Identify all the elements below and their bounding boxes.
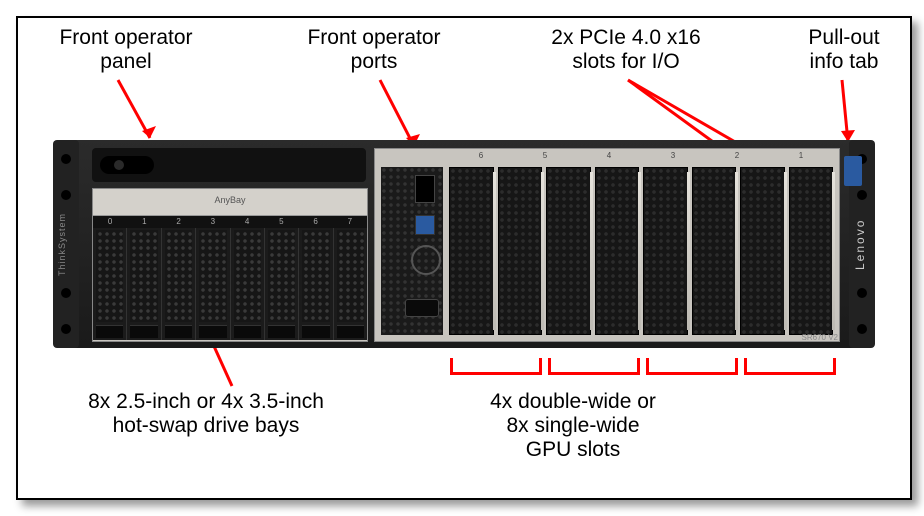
diagram-frame: Front operator panel Front operator port… — [16, 16, 912, 500]
pcie-slot[interactable] — [692, 167, 737, 335]
slot-number-strip: 6 5 4 3 2 1 — [449, 149, 833, 163]
drive-bay[interactable] — [230, 228, 264, 340]
vga-port-icon[interactable] — [405, 299, 439, 317]
label-pcie-slots: 2x PCIe 4.0 x16 slots for I/O — [516, 26, 736, 74]
pcie-slot[interactable] — [498, 167, 543, 335]
drive-cage: AnyBay 0 1 2 3 4 5 6 7 — [92, 188, 368, 342]
drive-bay[interactable] — [161, 228, 195, 340]
pcie-slot[interactable] — [789, 167, 834, 335]
label-gpu-slots: 4x double-wide or 8x single-wide GPU slo… — [448, 390, 698, 462]
drive-cage-header: AnyBay — [93, 189, 367, 216]
label-info-tab: Pull-out info tab — [786, 26, 902, 74]
label-operator-panel: Front operator panel — [26, 26, 226, 74]
drive-bay[interactable] — [264, 228, 298, 340]
model-text: SR670 V2 — [802, 333, 838, 342]
pcie-slot[interactable] — [449, 167, 494, 335]
usb-port-icon[interactable] — [415, 175, 435, 203]
product-line-text: ThinkSystem — [57, 180, 75, 308]
server-chassis: ThinkSystem Lenovo AnyBay 0 1 2 3 4 5 6 … — [54, 140, 874, 348]
pcie-slot[interactable] — [546, 167, 591, 335]
cage-label: AnyBay — [214, 195, 245, 205]
bay-number-strip: 0 1 2 3 4 5 6 7 — [93, 216, 367, 228]
drive-bay[interactable] — [126, 228, 160, 340]
bracket-gpu-2 — [548, 358, 640, 375]
pcie-slot[interactable] — [643, 167, 688, 335]
bracket-gpu-3 — [646, 358, 738, 375]
drive-bay[interactable] — [93, 228, 126, 340]
drive-bays — [93, 228, 367, 340]
drive-bay[interactable] — [195, 228, 229, 340]
label-operator-ports: Front operator ports — [274, 26, 474, 74]
pcie-slot[interactable] — [595, 167, 640, 335]
pull-out-info-tab[interactable] — [844, 156, 862, 186]
usb3-port-icon[interactable] — [415, 215, 435, 235]
pcie-slot[interactable] — [740, 167, 785, 335]
mgmt-port-icon[interactable] — [411, 245, 441, 275]
pcie-slot-row — [449, 167, 833, 335]
bracket-gpu-1 — [450, 358, 542, 375]
io-plate: 6 5 4 3 2 1 — [374, 148, 840, 342]
drive-bay[interactable] — [298, 228, 332, 340]
label-drive-bays: 8x 2.5-inch or 4x 3.5-inch hot-swap driv… — [66, 390, 346, 438]
rack-ear-left: ThinkSystem — [53, 140, 79, 348]
drive-bay[interactable] — [333, 228, 367, 340]
front-operator-panel[interactable] — [92, 148, 366, 182]
front-operator-ports — [381, 167, 443, 335]
bracket-gpu-4 — [744, 358, 836, 375]
